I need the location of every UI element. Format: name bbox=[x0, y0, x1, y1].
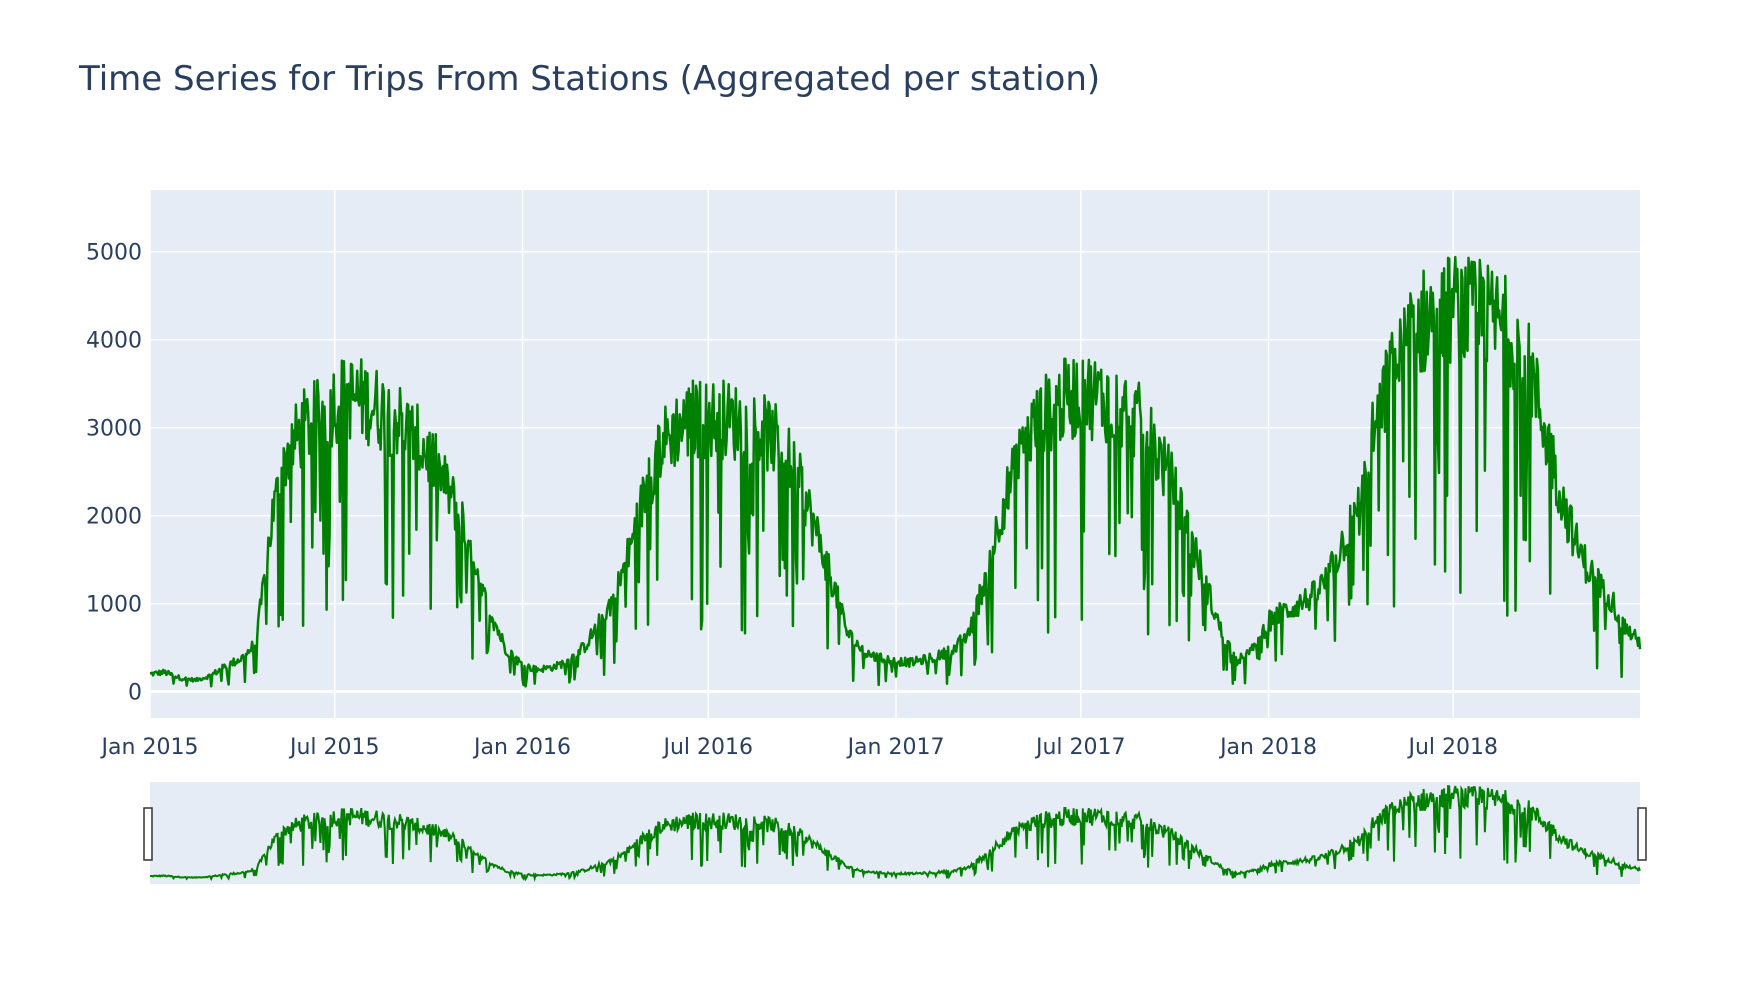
x-tick-label: Jul 2016 bbox=[661, 735, 753, 760]
y-tick-label: 0 bbox=[128, 681, 142, 706]
range-slider-right-handle[interactable] bbox=[1637, 807, 1647, 861]
y-tick-label: 1000 bbox=[86, 593, 142, 618]
range-slider-background[interactable] bbox=[150, 782, 1640, 884]
range-slider-left-handle[interactable] bbox=[143, 807, 153, 861]
range-slider[interactable] bbox=[143, 782, 1647, 884]
chart-title: Time Series for Trips From Stations (Agg… bbox=[78, 59, 1100, 99]
x-tick-label: Jul 2017 bbox=[1034, 735, 1126, 760]
main-plot[interactable]: 0 1000 2000 3000 4000 5000 Jan 2015 Jul 2015 Jan… bbox=[86, 190, 1642, 760]
x-tick-label: Jan 2018 bbox=[1218, 735, 1317, 760]
y-tick-label: 4000 bbox=[86, 329, 142, 354]
plot-background bbox=[150, 190, 1640, 718]
series-line[interactable] bbox=[149, 255, 1642, 688]
y-tick-label: 2000 bbox=[86, 505, 142, 530]
y-tick-label: 3000 bbox=[86, 417, 142, 442]
y-tick-label: 5000 bbox=[86, 241, 142, 266]
range-slider-series-line bbox=[150, 785, 1641, 883]
x-tick-label: Jul 2018 bbox=[1406, 735, 1498, 760]
x-tick-label: Jan 2017 bbox=[846, 735, 945, 760]
x-tick-label: Jan 2016 bbox=[472, 735, 571, 760]
x-tick-label: Jan 2015 bbox=[100, 735, 199, 760]
x-tick-label: Jul 2015 bbox=[288, 735, 380, 760]
